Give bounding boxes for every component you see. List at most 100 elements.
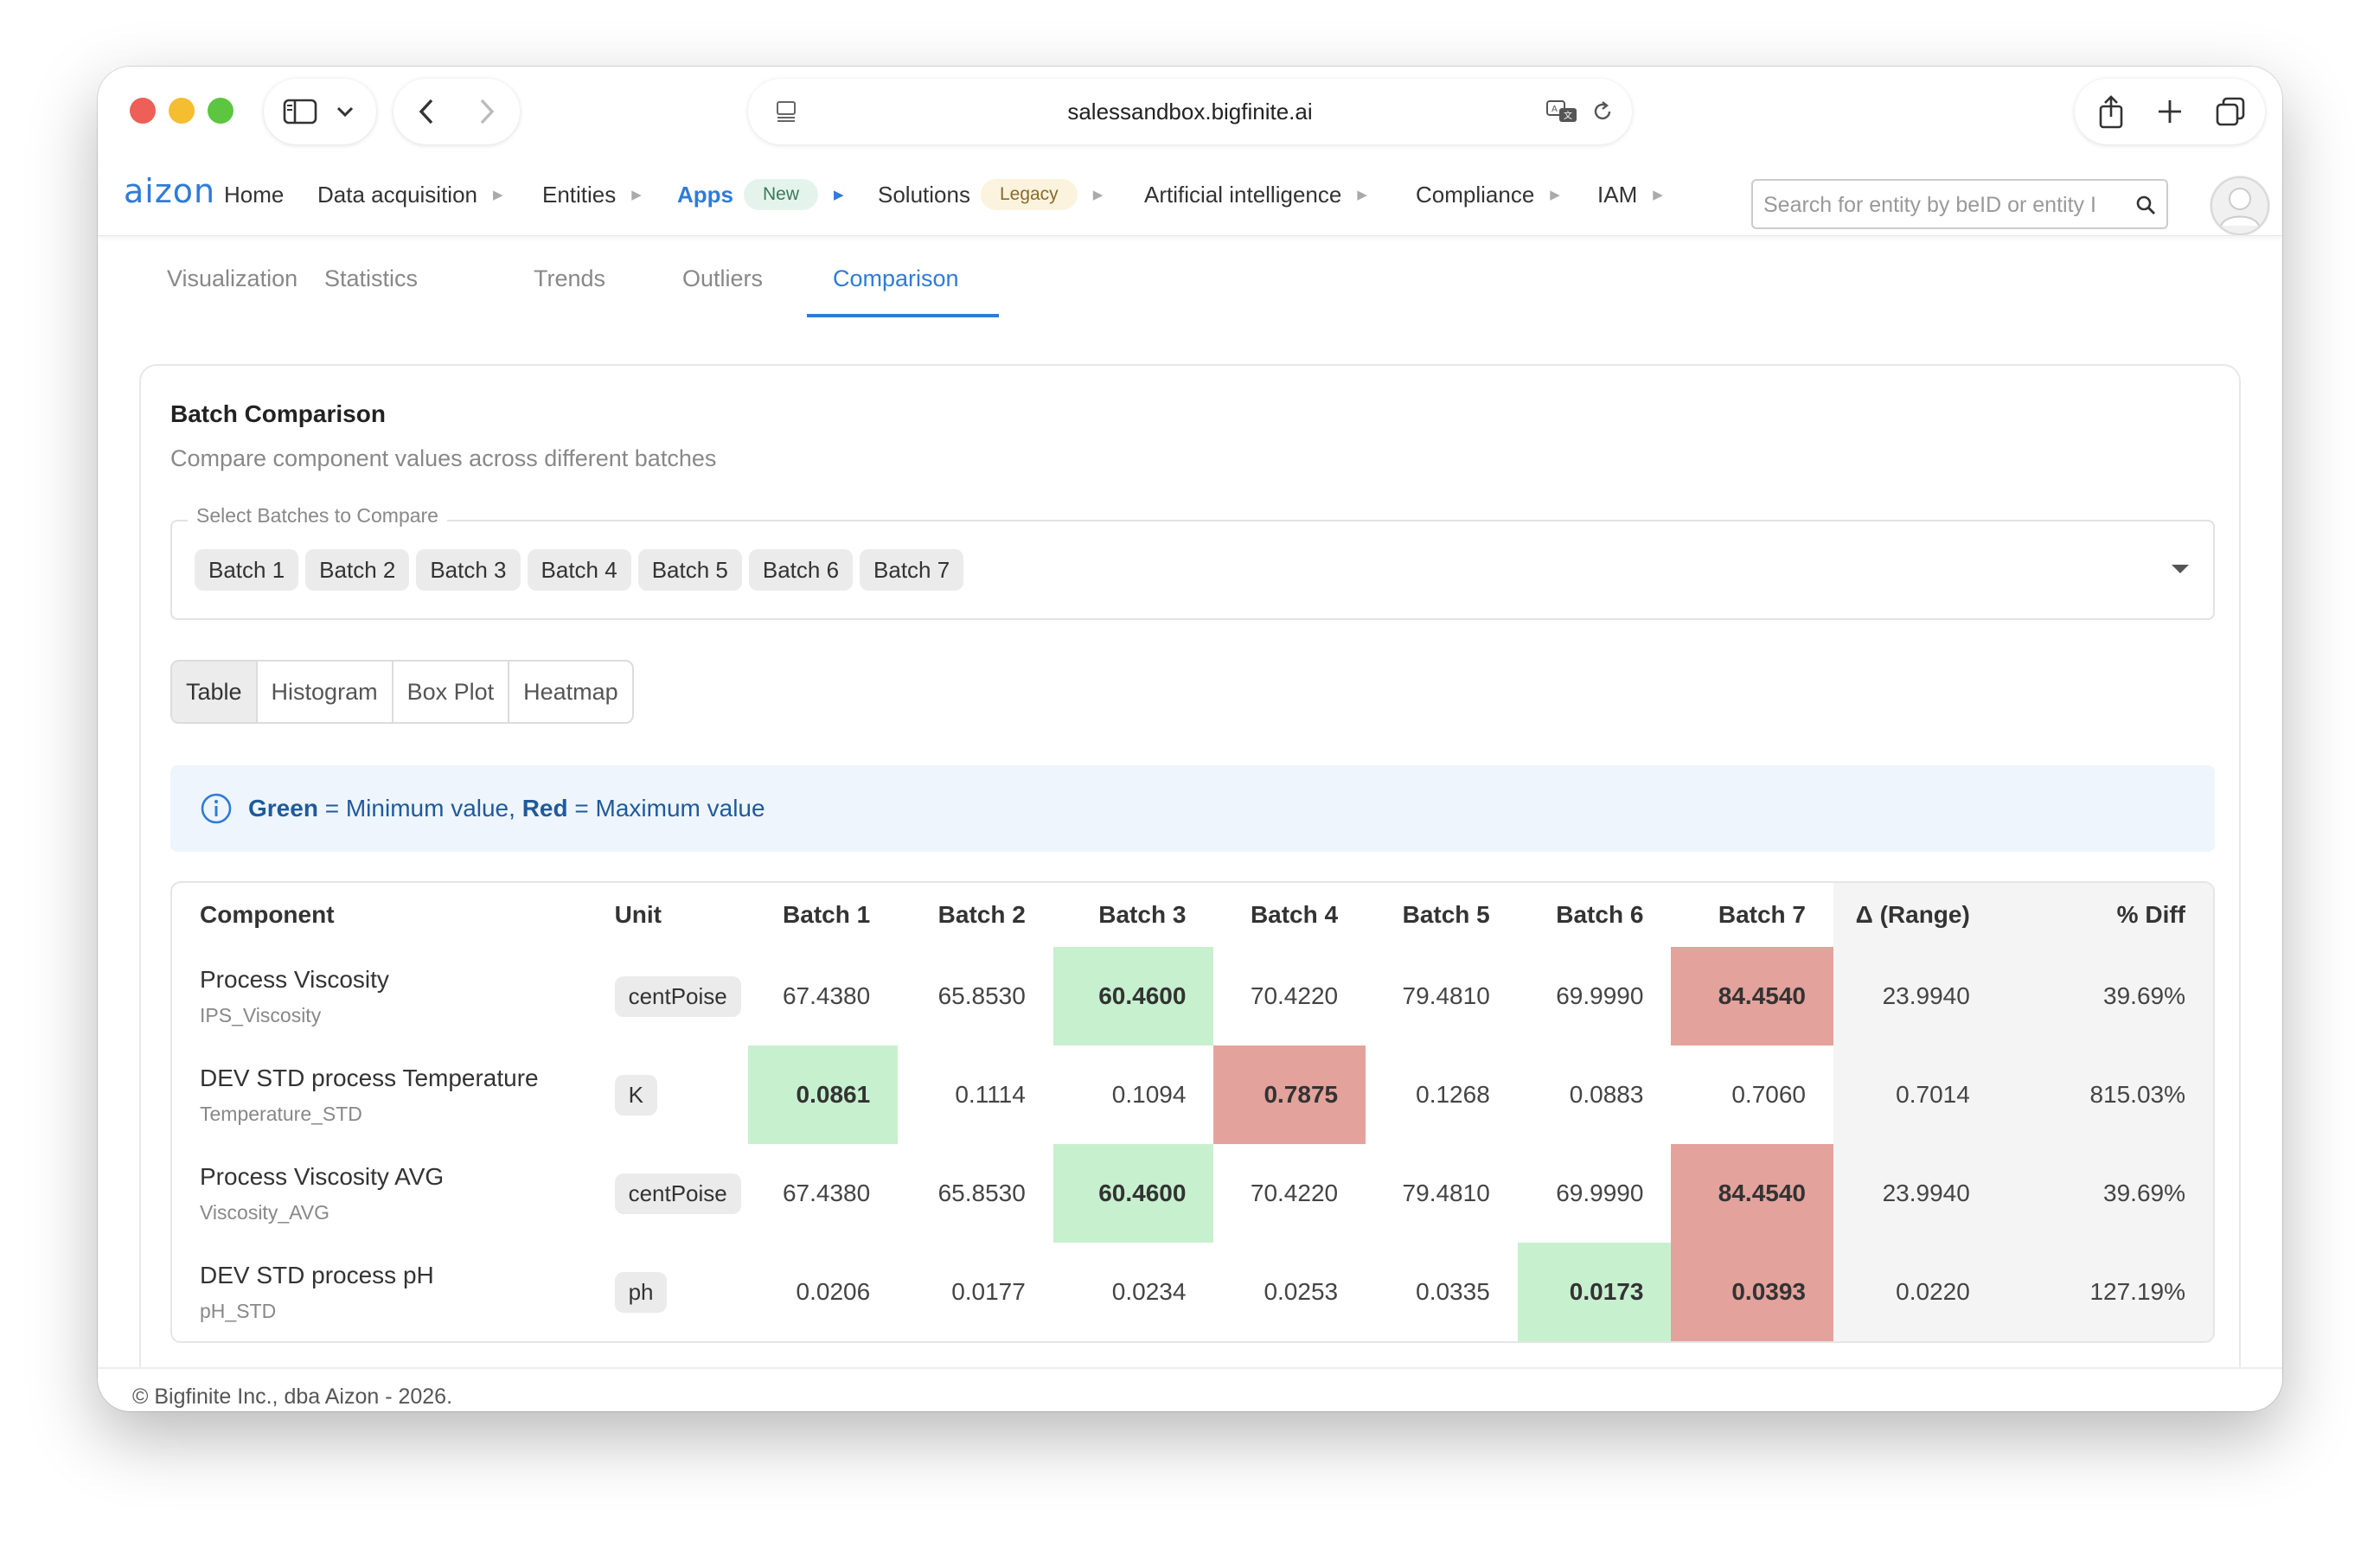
batch-chip[interactable]: Batch 7 (860, 549, 964, 591)
table-row: DEV STD process pH pH_STD ph 0.0206 0.0177 0.… (172, 1243, 2213, 1341)
svg-text:文: 文 (1564, 110, 1572, 121)
tab-overview-icon[interactable] (2213, 96, 2248, 127)
legacy-badge: Legacy (980, 179, 1078, 210)
table-header-row: Component Unit Batch 1 Batch 2 Batch 3 B… (172, 883, 2213, 947)
max-value-cell: 84.4540 (1671, 1144, 1833, 1243)
tab-trends[interactable]: Trends (534, 265, 606, 291)
view-boxplot-button[interactable]: Box Plot (393, 662, 510, 722)
active-tab-indicator (807, 314, 999, 317)
url-text[interactable]: salessandbox.bigfinite.ai (1067, 98, 1313, 125)
nav-entities-label: Entities (542, 181, 617, 208)
forward-arrow-icon[interactable] (473, 98, 501, 125)
batch-value-cell: 0.0335 (1416, 1278, 1490, 1305)
view-histogram-button[interactable]: Histogram (258, 662, 393, 722)
reload-icon[interactable] (1590, 99, 1615, 124)
nav-iam[interactable]: IAM ▶ (1597, 153, 1663, 236)
user-avatar[interactable] (2210, 176, 2270, 236)
aizon-logo[interactable]: aizon (124, 172, 216, 210)
tab-visualization[interactable]: Visualization (167, 265, 298, 291)
tab-statistics[interactable]: Statistics (324, 265, 419, 291)
batch-value-cell: 0.0206 (796, 1278, 871, 1305)
nav-compliance[interactable]: Compliance ▶ (1416, 153, 1560, 236)
component-cell: DEV STD process Temperature Temperature_S… (172, 1045, 587, 1144)
tab-comparison[interactable]: Comparison (833, 265, 959, 291)
component-cell: DEV STD process pH pH_STD (172, 1243, 587, 1341)
view-toggle: Table Histogram Box Plot Heatmap (170, 660, 634, 724)
nav-artificial-intelligence[interactable]: Artificial intelligence ▶ (1144, 153, 1367, 236)
col-header-range[interactable]: Δ (Range) (1833, 883, 1998, 947)
search-icon[interactable] (2134, 193, 2158, 217)
batch-chip[interactable]: Batch 6 (748, 549, 854, 591)
batch-value-cell: 70.4220 (1250, 1180, 1339, 1206)
selected-batches: Batch 1 Batch 2 Batch 3 Batch 4 Batch 5 … (195, 549, 964, 591)
batch-chip[interactable]: Batch 1 (195, 549, 299, 591)
col-header-batch[interactable]: Batch 5 (1402, 901, 1490, 928)
dropdown-caret-icon[interactable] (2172, 565, 2189, 573)
nav-data-acquisition[interactable]: Data acquisition ▶ (317, 153, 503, 236)
component-id: pH_STD (200, 1299, 277, 1322)
col-header-batch[interactable]: Batch 1 (783, 901, 871, 928)
col-header-unit[interactable]: Unit (614, 901, 662, 928)
batch-value-cell: 79.4810 (1402, 982, 1490, 1009)
legend-info-banner: Green = Minimum value, Red = Maximum val… (170, 765, 2215, 852)
batch-multiselect[interactable]: Batch 1 Batch 2 Batch 3 Batch 4 Batch 5 … (170, 520, 2215, 620)
share-icon[interactable] (2094, 93, 2128, 131)
batch-value-cell: 79.4810 (1402, 1180, 1490, 1206)
legend-green: Green (248, 795, 318, 822)
col-header-diff[interactable]: % Diff (1997, 883, 2213, 947)
unit-badge: K (614, 1074, 657, 1116)
caret-right-icon: ▶ (493, 188, 503, 202)
component-name: DEV STD process pH (200, 1261, 434, 1288)
batch-chip[interactable]: Batch 2 (305, 549, 410, 591)
new-tab-icon[interactable] (2154, 96, 2185, 127)
max-value-cell: 84.4540 (1671, 947, 1833, 1045)
tab-outliers[interactable]: Outliers (682, 265, 764, 291)
nav-entities[interactable]: Entities ▶ (542, 153, 642, 236)
component-name: Process Viscosity (200, 965, 389, 993)
nav-data-acquisition-label: Data acquisition (317, 181, 477, 208)
close-window-button[interactable] (130, 98, 156, 124)
nav-home[interactable]: Home (224, 153, 284, 236)
max-value-cell: 0.7875 (1213, 1045, 1366, 1144)
col-header-batch[interactable]: Batch 2 (937, 901, 1026, 928)
component-name: DEV STD process Temperature (200, 1064, 539, 1091)
col-header-batch[interactable]: Batch 6 (1556, 901, 1644, 928)
batch-chip[interactable]: Batch 3 (416, 549, 521, 591)
col-header-batch[interactable]: Batch 7 (1718, 901, 1806, 928)
minimize-window-button[interactable] (169, 98, 195, 124)
col-header-component[interactable]: Component (200, 901, 335, 928)
nav-solutions[interactable]: Solutions Legacy ▶ (878, 153, 1103, 236)
nav-compliance-label: Compliance (1416, 181, 1535, 208)
view-table-button[interactable]: Table (172, 662, 258, 722)
legend-red-text: = Maximum value (574, 795, 765, 822)
batch-value-cell: 70.4220 (1250, 982, 1339, 1009)
component-id: Viscosity_AVG (200, 1200, 329, 1224)
view-heatmap-button[interactable]: Heatmap (523, 678, 618, 705)
batch-chip[interactable]: Batch 4 (527, 549, 631, 591)
col-header-batch[interactable]: Batch 3 (1098, 901, 1187, 928)
col-header-batch[interactable]: Batch 4 (1250, 901, 1339, 928)
batch-value-cell: 0.0883 (1569, 1081, 1644, 1108)
component-id: Temperature_STD (200, 1102, 362, 1125)
range-cell: 0.0220 (1833, 1243, 1998, 1341)
sidebar-icon[interactable] (283, 98, 317, 125)
chevron-down-icon[interactable] (335, 103, 355, 120)
page-settings-icon[interactable] (774, 99, 798, 124)
sidebar-toggle-group[interactable] (264, 79, 376, 144)
caret-right-icon: ▶ (1653, 188, 1663, 202)
batch-chip[interactable]: Batch 5 (637, 549, 742, 591)
component-cell: Process Viscosity IPS_Viscosity (172, 947, 587, 1045)
svg-text:A: A (1551, 105, 1558, 114)
zoom-window-button[interactable] (208, 98, 234, 124)
nav-apps[interactable]: Apps New ▶ (677, 153, 844, 236)
nav-solutions-label: Solutions (878, 181, 970, 208)
unit-cell: centPoise (587, 947, 748, 1045)
batch-value-cell: 69.9990 (1556, 982, 1644, 1009)
entity-search-input[interactable]: Search for entity by beID or entity I (1751, 179, 2168, 229)
batch-value-cell: 69.9990 (1556, 1180, 1644, 1206)
diff-cell: 39.69% (1997, 1144, 2213, 1243)
batch-select-label: Select Batches to Compare (188, 504, 447, 528)
back-arrow-icon[interactable] (413, 98, 440, 125)
